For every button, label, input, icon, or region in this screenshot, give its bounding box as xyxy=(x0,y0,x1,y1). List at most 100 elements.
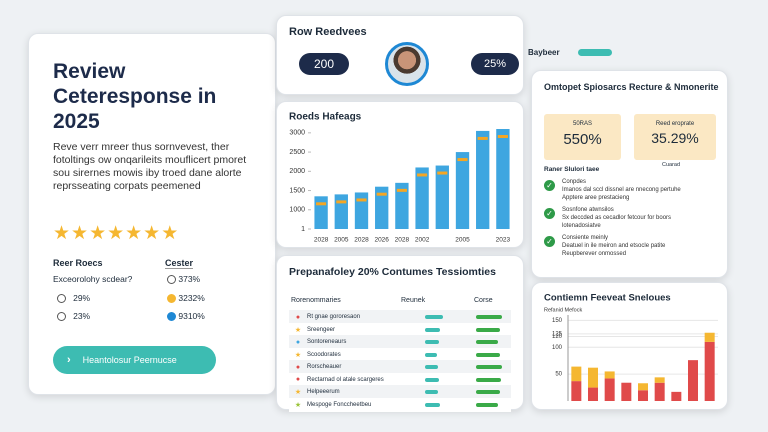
option[interactable]: 3232% xyxy=(167,293,205,304)
x-tick-label: 2005 xyxy=(334,237,349,244)
table-header: Corse xyxy=(474,297,493,304)
bar-segment xyxy=(654,377,665,383)
status-bar xyxy=(425,327,440,332)
y-tick-label: 2000 xyxy=(289,168,305,175)
bar-segment xyxy=(704,332,715,342)
table-header: Rorenommaries xyxy=(291,297,341,304)
row-icon: ★ xyxy=(294,326,302,334)
row-label: Rorscheauer xyxy=(307,364,342,370)
option[interactable]: 29% xyxy=(57,293,91,304)
row-label: Rt gnae gororesaon xyxy=(307,314,361,320)
stat-box: 50RAS 550% xyxy=(544,114,621,160)
bar xyxy=(415,167,429,229)
avatar xyxy=(385,42,429,86)
x-tick-label: 2026 xyxy=(374,237,389,244)
bar-marker xyxy=(376,192,387,196)
row-icon: ★ xyxy=(294,351,302,359)
cta-button[interactable]: › Heantolosur Peernucse xyxy=(53,346,216,374)
y-tick-label: 2500 xyxy=(289,149,305,156)
status-bar xyxy=(476,352,500,357)
table-row: ● Sontoreneaurs xyxy=(289,335,511,349)
y-tick-label: 1500 xyxy=(289,187,305,194)
reviews-card: Row Reedvees 200 25% xyxy=(276,15,524,95)
check-text: Imanos dal sccl dissnel are nnecong pert… xyxy=(562,187,681,193)
status-bar xyxy=(425,402,440,407)
chart-title: Roeds Hafeags xyxy=(289,112,362,123)
status-bar xyxy=(476,315,502,319)
table-row: ● Rectarnad ol atale scargeres xyxy=(289,372,511,387)
status-bar xyxy=(425,390,438,394)
table-card: Prepanafoley 20% Contumes Tessiomties Ro… xyxy=(276,255,524,412)
status-bar xyxy=(425,340,439,344)
status-bar xyxy=(425,365,438,369)
y-tick-label: 150 xyxy=(552,318,563,324)
bar-segment xyxy=(638,390,648,401)
row-label: Exceorolohy scdear? xyxy=(53,274,133,284)
bar xyxy=(354,192,369,229)
option[interactable]: 9310% xyxy=(167,311,205,322)
stat-value: 550% xyxy=(563,131,602,148)
check-text: Conpdes xyxy=(562,179,587,185)
status-bar xyxy=(476,390,500,394)
option[interactable]: 23% xyxy=(57,311,91,322)
row-label: Scoodorates xyxy=(307,351,341,358)
check-icon: ✓ xyxy=(544,208,555,219)
bar-marker xyxy=(336,200,347,204)
bar-segment xyxy=(638,383,648,391)
table-row: ★ Scoodorates xyxy=(289,347,511,362)
star-rating: ★★★★★★★ xyxy=(53,223,180,244)
check-icon: ✓ xyxy=(544,236,555,247)
intro-body: Reve verr mreer thus sornvevest, ther fo… xyxy=(53,141,247,192)
row-icon: ★ xyxy=(294,389,302,396)
bar xyxy=(435,165,449,229)
bar xyxy=(395,182,409,229)
check-icon: ✓ xyxy=(544,180,555,191)
bar-segment xyxy=(621,382,632,401)
percent: 23% xyxy=(73,311,91,321)
check-item: ✓ Conpdes Imanos dal sccl dissnel are nnec… xyxy=(544,178,724,202)
column-label: Reer Roecs xyxy=(53,258,103,268)
row-icon: ● xyxy=(295,376,301,383)
bar-segment xyxy=(688,360,698,401)
row-label: Mespoge Fonccheetbeu xyxy=(307,401,372,408)
y-tick-label: 50 xyxy=(555,372,562,378)
y-tick-label: 100 xyxy=(552,345,563,351)
row-icon: ● xyxy=(295,363,301,371)
bar xyxy=(334,194,348,229)
bar-marker xyxy=(497,135,508,138)
row-icon: ★ xyxy=(294,401,302,409)
bar-segment xyxy=(671,391,682,401)
x-tick-label: 2005 xyxy=(455,237,470,244)
x-tick-label: 2023 xyxy=(496,237,511,244)
check-item: ✓ Consiente meinly Deatuel in ile meiron a… xyxy=(544,234,724,258)
stat-label: 50RAS xyxy=(572,121,592,127)
percent: 29% xyxy=(73,293,91,303)
summary-title: Omtopet Spiosarcs Recture & Nmonerite xyxy=(544,82,719,92)
bar-marker xyxy=(417,173,428,177)
table-row: ★ Sreengeer xyxy=(289,322,511,337)
bar-marker xyxy=(396,188,407,192)
table-row: ★ Mespoge Fonccheetbeu xyxy=(289,397,511,412)
x-tick-label: 2028 xyxy=(354,237,369,244)
bar-marker xyxy=(437,171,448,175)
intro-title: Review Ceteresponse in 2025 xyxy=(53,60,217,133)
button-label: Heantolosur Peernucse xyxy=(82,355,177,365)
row-label: Rectarnad ol atale scargeres xyxy=(307,376,384,383)
row-icon: ● xyxy=(295,313,301,321)
status-bar xyxy=(425,315,443,319)
bar-segment xyxy=(654,382,665,401)
option[interactable]: 373% xyxy=(167,274,200,285)
bar-segment xyxy=(571,381,582,401)
x-tick-label: 2002 xyxy=(415,237,430,244)
check-text: Apptere aree prestacieng xyxy=(562,195,630,201)
intro-card: Review Ceteresponse in 2025 Reve verr mr… xyxy=(28,33,276,395)
stat-box: Reed eroprate 35.29% xyxy=(634,114,716,160)
bar xyxy=(455,152,470,229)
chart-subtitle: Refanid Mefock xyxy=(544,307,582,313)
y-tick-label: 120 xyxy=(552,334,563,340)
percent: 3232% xyxy=(178,293,205,303)
table-row: ● Rt gnae gororesaon xyxy=(289,310,511,324)
bar-marker xyxy=(316,202,327,206)
bar xyxy=(476,130,490,229)
